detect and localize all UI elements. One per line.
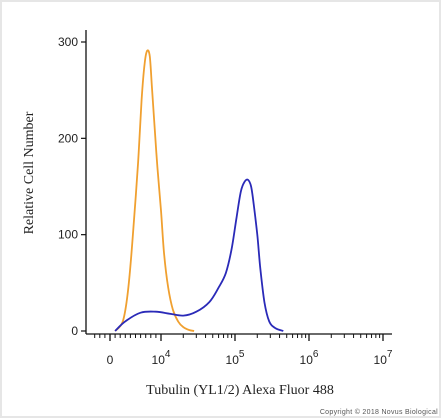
- x-tick-label: 104: [152, 349, 171, 367]
- x-ticks: 0 104 105 106 107: [94, 334, 393, 367]
- histogram-series-2: [114, 178, 284, 332]
- x-tick-base: 10: [374, 353, 388, 367]
- y-tick-label: 200: [58, 131, 78, 145]
- y-tick-label: 300: [58, 35, 78, 49]
- copyright-notice: Copyright © 2018 Novus Biological: [320, 408, 438, 416]
- x-tick-base: 10: [152, 353, 166, 367]
- x-tick-base: 10: [300, 353, 314, 367]
- x-tick-exponent: 5: [239, 349, 245, 360]
- series-layer: [114, 49, 284, 332]
- histogram-series-1: [114, 49, 195, 332]
- x-tick-exponent: 4: [165, 349, 171, 360]
- x-tick-exponent: 6: [313, 349, 319, 360]
- x-tick-label: 0: [107, 353, 114, 367]
- x-tick-exponent: 7: [387, 349, 393, 360]
- y-ticks: 0 100 200 300: [58, 35, 86, 338]
- x-tick-base: 10: [226, 353, 240, 367]
- x-tick-label: 105: [226, 349, 245, 367]
- y-tick-label: 0: [71, 324, 78, 338]
- x-tick-base: 0: [107, 353, 114, 367]
- y-axis-label: Relative Cell Number: [22, 111, 37, 234]
- x-tick-label: 107: [374, 349, 393, 367]
- x-tick-label: 106: [300, 349, 319, 367]
- x-axis-label: Tubulin (YL1/2) Alexa Fluor 488: [146, 383, 334, 398]
- y-tick-label: 100: [58, 228, 78, 242]
